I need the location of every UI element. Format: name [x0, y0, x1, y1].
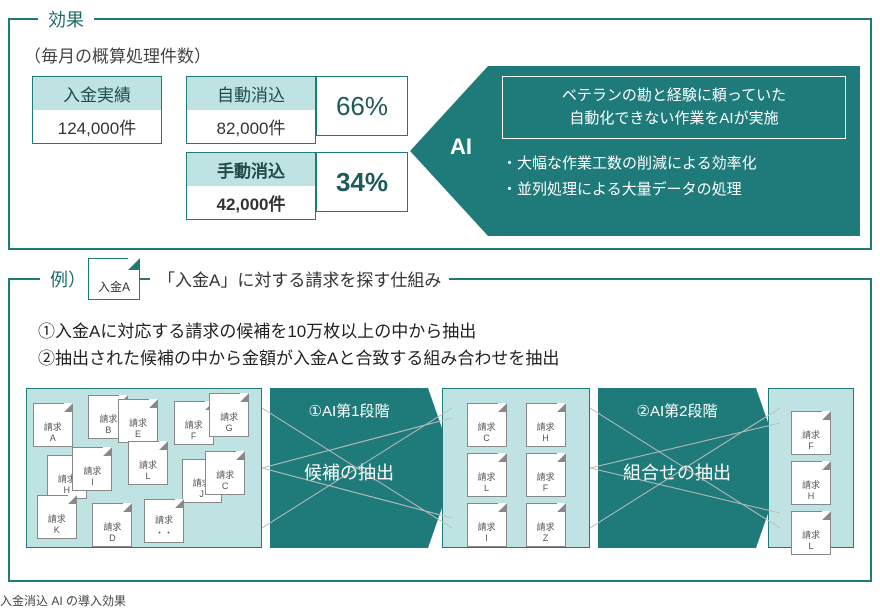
- invoice-doc-icon: 請求 F: [526, 453, 566, 497]
- invoice-doc-icon: 請求 H: [791, 461, 831, 505]
- auto-pct: 66%: [316, 76, 408, 136]
- invoice-doc-icon: 請求 H: [526, 403, 566, 447]
- stage3-box: 請求 F請求 H請求 L: [768, 388, 854, 548]
- effect-title: 効果: [38, 6, 94, 32]
- figure-caption: 入金消込 AI の導入効果: [0, 592, 126, 609]
- invoice-doc-icon: 請求 A: [33, 403, 73, 447]
- manual-label: 手動消込: [187, 153, 315, 186]
- ai-box-line1: ベテランの勘と経験に頼っていた: [562, 87, 786, 104]
- invoice-doc-icon: 請求 F: [174, 401, 214, 445]
- ai-label: AI: [450, 134, 472, 160]
- ai-boxed-text: ベテランの勘と経験に頼っていた 自動化できない作業をAIが実施: [502, 76, 846, 139]
- jisseki-value: 124,000件: [33, 110, 161, 143]
- effect-panel: 効果 （毎月の概算処理件数） 入金実績 124,000件 自動消込 82,000…: [8, 18, 872, 250]
- stage1-box: 請求 A請求 B請求 E請求 F請求 G請求 H請求 I請求 L請求 J請求 C…: [26, 388, 262, 548]
- example-steps: ①入金Aに対応する請求の候補を10万枚以上の中から抽出 ②抽出された候補の中から…: [38, 318, 559, 372]
- flow-row: 請求 A請求 B請求 E請求 F請求 G請求 H請求 I請求 L請求 J請求 C…: [26, 388, 858, 568]
- invoice-doc-icon: 請求 E: [118, 399, 158, 443]
- box-manual: 手動消込 42,000件: [186, 152, 316, 220]
- auto-label: 自動消込: [187, 77, 315, 110]
- stage2-box: 請求 C 請求 H 請求 L 請求 F 請求 I 請求 Z: [442, 388, 590, 548]
- invoice-doc-icon: 請求 L: [791, 511, 831, 555]
- step-2: ②抽出された候補の中から金額が入金Aと合致する組み合わせを抽出: [38, 345, 559, 372]
- ai-bullets: 大幅な作業工数の削減による効率化 並列処理による大量データの処理: [502, 151, 846, 202]
- invoice-doc-icon: 請求 Z: [526, 503, 566, 547]
- invoice-doc-icon: 請求 I: [72, 447, 112, 491]
- invoice-doc-icon: 請求 I: [467, 503, 507, 547]
- box-jisseki: 入金実績 124,000件: [32, 76, 162, 144]
- income-card-icon: 入金A: [88, 258, 140, 300]
- invoice-doc-icon: 請求 C: [467, 403, 507, 447]
- ai-arrow-icon: [410, 66, 488, 236]
- invoice-doc-icon: 請求 F: [791, 411, 831, 455]
- connector-lines-icon: [590, 388, 780, 548]
- manual-value: 42,000件: [187, 186, 315, 219]
- effect-subtitle: （毎月の概算処理件数）: [24, 42, 211, 67]
- auto-value: 82,000件: [187, 110, 315, 143]
- invoice-doc-icon: 請求 G: [209, 393, 249, 437]
- invoice-doc-icon: 請求 K: [37, 495, 77, 539]
- invoice-doc-icon: 請求 D: [92, 503, 132, 547]
- step-1: ①入金Aに対応する請求の候補を10万枚以上の中から抽出: [38, 318, 559, 345]
- example-title-text: 「入金A」に対する請求を探す仕組み: [150, 266, 449, 291]
- box-auto: 自動消込 82,000件: [186, 76, 316, 144]
- example-panel: 例） 入金A 「入金A」に対する請求を探す仕組み ①入金Aに対応する請求の候補を…: [8, 278, 872, 582]
- ai-block: ベテランの勘と経験に頼っていた 自動化できない作業をAIが実施 大幅な作業工数の…: [488, 66, 860, 236]
- ai-bullet: 大幅な作業工数の削減による効率化: [502, 151, 846, 177]
- invoice-doc-icon: 請求 C: [205, 451, 245, 495]
- invoice-doc-icon: 請求 ・・: [144, 499, 184, 543]
- ai-box-line2: 自動化できない作業をAIが実施: [569, 110, 778, 127]
- manual-pct: 34%: [316, 152, 408, 212]
- invoice-doc-icon: 請求 L: [467, 453, 507, 497]
- ai-bullet: 並列処理による大量データの処理: [502, 177, 846, 203]
- invoice-doc-icon: 請求 L: [128, 441, 168, 485]
- connector-lines-icon: [262, 388, 452, 548]
- jisseki-label: 入金実績: [33, 77, 161, 110]
